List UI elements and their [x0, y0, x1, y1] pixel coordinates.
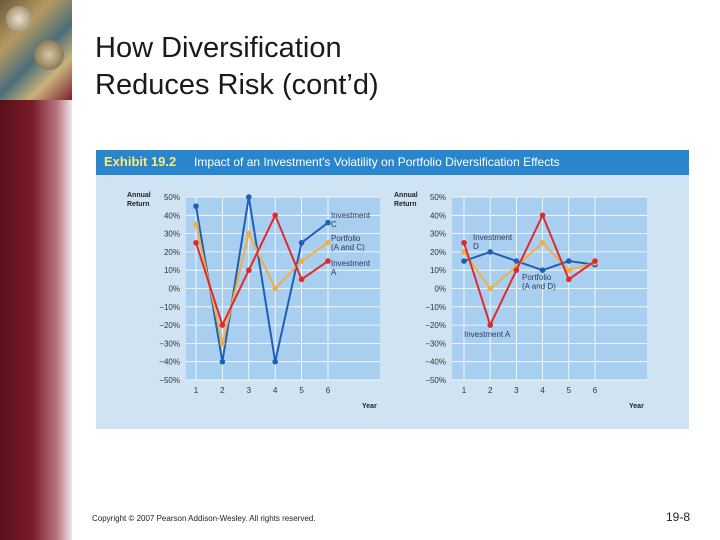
- exhibit-title: Impact of an Investment's Volatility on …: [194, 155, 560, 169]
- data-point: [566, 258, 572, 264]
- y-axis-label: Annual Return: [394, 192, 418, 208]
- x-axis-label: Year: [362, 403, 377, 410]
- y-tick-label: 50%: [430, 193, 446, 202]
- data-point: [487, 322, 494, 328]
- y-tick-label: 30%: [164, 230, 180, 239]
- series-label: Investment D: [473, 233, 513, 251]
- data-point: [566, 276, 572, 283]
- y-axis-label: Annual Return: [127, 192, 151, 208]
- y-tick-label: 30%: [430, 230, 446, 239]
- page-number: 19-8: [666, 510, 691, 524]
- series-line-1-3: [195, 212, 329, 328]
- data-point: [592, 258, 598, 264]
- x-tick-label: 5: [567, 386, 572, 395]
- data-point: [325, 258, 331, 264]
- y-tick-label: 0%: [434, 285, 446, 294]
- x-tick-label: 1: [194, 386, 199, 395]
- data-point: [539, 239, 546, 246]
- data-point: [513, 267, 520, 273]
- x-tick-label: 4: [273, 386, 278, 395]
- y-tick-label: 10%: [164, 266, 180, 275]
- y-tick-label: −10%: [159, 303, 180, 312]
- data-point: [298, 276, 305, 283]
- data-point: [487, 249, 494, 255]
- data-point: [487, 285, 494, 292]
- data-point: [246, 267, 252, 273]
- data-point: [272, 285, 278, 292]
- data-point: [298, 258, 305, 264]
- data-point: [566, 267, 572, 273]
- y-tick-label: −10%: [425, 303, 446, 312]
- data-point: [246, 194, 252, 200]
- series-line-2-3: [463, 212, 596, 328]
- series-line-2-2: [463, 241, 596, 290]
- y-tick-label: 20%: [164, 248, 180, 257]
- series-label: Portfolio (A and D): [522, 273, 556, 291]
- x-tick-label: 5: [299, 386, 304, 395]
- y-tick-label: −20%: [159, 321, 180, 330]
- data-point: [219, 358, 226, 365]
- x-tick-label: 2: [220, 386, 225, 395]
- data-point: [539, 212, 546, 219]
- series-label: Investment C: [331, 211, 371, 229]
- data-point: [298, 239, 305, 246]
- data-point: [461, 239, 467, 246]
- data-point: [461, 258, 467, 264]
- y-tick-label: −20%: [425, 321, 446, 330]
- data-point: [219, 322, 226, 328]
- y-tick-label: −30%: [425, 339, 446, 348]
- exhibit-panel: Exhibit 19.2 Impact of an Investment's V…: [96, 150, 689, 429]
- slide-title: How Diversification Reduces Risk (cont’d…: [95, 32, 379, 101]
- x-tick-label: 6: [593, 386, 598, 395]
- x-tick-label: 2: [488, 386, 493, 395]
- data-point: [272, 358, 278, 365]
- series-line-1-1: [195, 196, 329, 362]
- y-tick-label: 40%: [430, 211, 446, 220]
- y-tick-label: −40%: [425, 358, 446, 367]
- x-tick-label: 1: [462, 386, 467, 395]
- y-tick-label: −30%: [159, 339, 180, 348]
- data-point: [272, 212, 278, 219]
- data-point: [325, 239, 331, 246]
- y-tick-label: 40%: [164, 211, 180, 220]
- x-tick-label: 4: [540, 386, 545, 395]
- x-tick-label: 3: [514, 386, 519, 395]
- series-line-2-1: [463, 250, 596, 272]
- series-label: Portfolio (A and C): [331, 234, 365, 252]
- data-point: [513, 258, 520, 264]
- y-tick-label: −50%: [159, 376, 180, 385]
- x-tick-label: 3: [247, 386, 252, 395]
- series-line-1-2: [195, 224, 329, 344]
- series-label: Investment A: [331, 259, 371, 277]
- exhibit-charts: 50%40%30%20%10%0%−10%−20%−30%−40%−50%1 2 3…: [127, 192, 647, 410]
- data-point: [539, 267, 546, 273]
- y-tick-label: 50%: [164, 193, 180, 202]
- x-axis-label: Year: [629, 403, 644, 410]
- data-point: [193, 239, 199, 246]
- data-point: [193, 203, 199, 209]
- y-tick-label: −50%: [425, 376, 446, 385]
- y-tick-label: −40%: [159, 358, 180, 367]
- data-point: [325, 219, 331, 226]
- data-point: [219, 340, 226, 347]
- copyright-footer: Copyright © 2007 Pearson Addison-Wesley.…: [92, 514, 316, 523]
- y-tick-label: 20%: [430, 248, 446, 257]
- y-tick-label: 0%: [168, 285, 180, 294]
- data-point: [461, 249, 467, 255]
- y-tick-label: 10%: [430, 266, 446, 275]
- exhibit-number: Exhibit 19.2: [104, 154, 177, 169]
- data-point: [246, 230, 252, 237]
- exhibit-header-bar: Exhibit 19.2 Impact of an Investment's V…: [96, 150, 689, 175]
- data-point: [193, 221, 199, 228]
- x-tick-label: 6: [326, 386, 331, 395]
- decorative-photo: [0, 0, 72, 100]
- series-label: Investment A: [464, 330, 511, 339]
